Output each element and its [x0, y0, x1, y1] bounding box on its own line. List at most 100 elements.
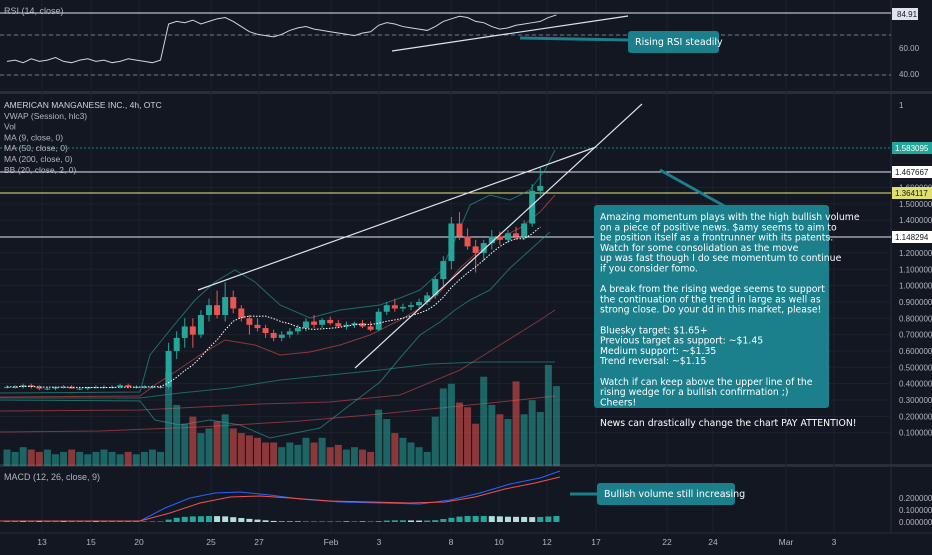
macd-histogram-bar — [189, 516, 196, 522]
macd-histogram-bar — [173, 517, 180, 522]
candle-body — [311, 321, 318, 325]
macd-histogram-bar — [214, 516, 221, 522]
candle-body — [173, 337, 180, 351]
macd-histogram-bar — [165, 519, 172, 522]
macd-pane: 0.200000 0.100000 0.000000 MACD (12, 26, c… — [0, 470, 932, 527]
candle-body — [141, 386, 148, 388]
volume-bar — [439, 388, 447, 466]
volume-bar — [504, 419, 512, 466]
volume-bar — [383, 419, 391, 466]
rsi-callout[interactable] — [628, 31, 719, 53]
volume-bar — [464, 407, 472, 466]
macd-histogram-bar — [28, 521, 35, 522]
macd-label: MACD (12, 26, close, 9) — [4, 472, 100, 482]
volume-bar — [124, 451, 132, 466]
macd-histogram-bar — [294, 521, 301, 522]
volume-bar — [415, 447, 423, 466]
note-line: rising wedge for a bullish confirmation … — [600, 387, 789, 398]
rsi-trendline[interactable] — [391, 15, 629, 52]
time-tick-label: 20 — [134, 537, 144, 547]
candle-body — [294, 328, 301, 332]
macd-histogram-bar — [278, 521, 285, 522]
macd-histogram-bar — [367, 521, 374, 522]
time-axis[interactable]: 13 15 20 25 27 Feb 3 8 10 12 17 22 24 Mar 3 — [37, 537, 836, 547]
candle-body — [351, 323, 358, 325]
volume-bar — [544, 364, 552, 466]
price-tick-label: 0.400000 — [899, 380, 932, 389]
candle-body — [472, 246, 479, 253]
macd-histogram-bar — [521, 516, 528, 522]
legend-entry: MA (9, close, 0) — [4, 132, 63, 142]
candle-body — [117, 385, 124, 387]
candle-body — [44, 388, 51, 390]
volume-bar — [221, 414, 229, 466]
price-tick-label: 0.900000 — [899, 298, 932, 307]
time-tick-label: 12 — [542, 537, 552, 547]
macd-histogram-bar — [545, 516, 552, 522]
volume-bar — [512, 381, 520, 466]
volume-bar — [262, 442, 270, 466]
level-badge — [892, 187, 932, 199]
macd-histogram-bar — [529, 517, 536, 522]
volume-bar — [19, 447, 27, 466]
note-line: Amazing momentum plays with the high bul… — [600, 212, 860, 223]
legend-entry: Vol — [4, 122, 16, 132]
volume-bar — [237, 433, 245, 466]
time-tick-label: 17 — [591, 537, 601, 547]
macd-tick-label: 0.100000 — [899, 506, 932, 515]
macd-histogram-bar — [246, 518, 253, 522]
rsi-label: RSI (14, close) — [4, 6, 64, 16]
volume-bar — [496, 414, 504, 466]
macd-histogram-bar — [286, 521, 293, 522]
wedge-lower-trendline[interactable] — [354, 103, 643, 369]
candle-body — [238, 308, 245, 319]
legend-entry: VWAP (Session, hlc3) — [4, 111, 87, 121]
candle-body — [529, 190, 536, 224]
volume-bar — [528, 400, 536, 466]
price-axis[interactable]: 1.7000001.6000001.5000001.4000001.300000… — [899, 167, 932, 437]
volume-bar — [480, 376, 488, 466]
volume-bar — [27, 449, 35, 466]
macd-histogram-bar — [343, 521, 350, 522]
candle-body — [206, 305, 212, 316]
candle-body — [537, 185, 544, 191]
macd-histogram-bar — [302, 521, 309, 522]
candle-body — [424, 295, 431, 302]
macd-histogram-bar — [109, 521, 116, 522]
candle-body — [60, 386, 67, 388]
volume-bar — [350, 447, 358, 466]
price-level-badges: 1.583095 1.467667 1.364117 1.148294 — [892, 142, 932, 243]
macd-histogram-bar — [472, 516, 479, 522]
wedge-upper-trendline[interactable] — [197, 146, 597, 291]
volume-bar — [447, 383, 455, 466]
candle-body — [157, 386, 164, 388]
analysis-note-box[interactable] — [594, 205, 829, 408]
price-tick-label: 1.500000 — [899, 200, 932, 209]
macd-histogram-bar — [60, 521, 67, 522]
macd-histogram-bar — [262, 520, 269, 522]
time-tick-label: 25 — [206, 537, 216, 547]
candle-body — [408, 305, 414, 307]
candle-body — [416, 301, 423, 306]
price-tick-label: 0.300000 — [899, 396, 932, 405]
macd-histogram-bar — [399, 520, 406, 522]
macd-histogram-bar — [270, 520, 277, 522]
candle-body — [222, 297, 229, 316]
candle-body — [36, 386, 43, 389]
candle-body — [84, 386, 91, 389]
macd-histogram-bar — [157, 521, 164, 522]
candlesticks — [4, 167, 544, 391]
pane-separator-1[interactable] — [0, 91, 932, 94]
volume-bar — [205, 428, 213, 466]
candle-body — [448, 223, 455, 262]
candle-body — [343, 324, 350, 327]
macd-signal-line — [0, 476, 561, 522]
volume-bar — [108, 451, 116, 466]
volume-bar — [359, 449, 367, 466]
macd-callout[interactable] — [597, 483, 735, 505]
rsi-callout-text: Rising RSI steadily — [635, 37, 723, 48]
candle-body — [197, 315, 204, 335]
candle-body — [76, 388, 83, 390]
